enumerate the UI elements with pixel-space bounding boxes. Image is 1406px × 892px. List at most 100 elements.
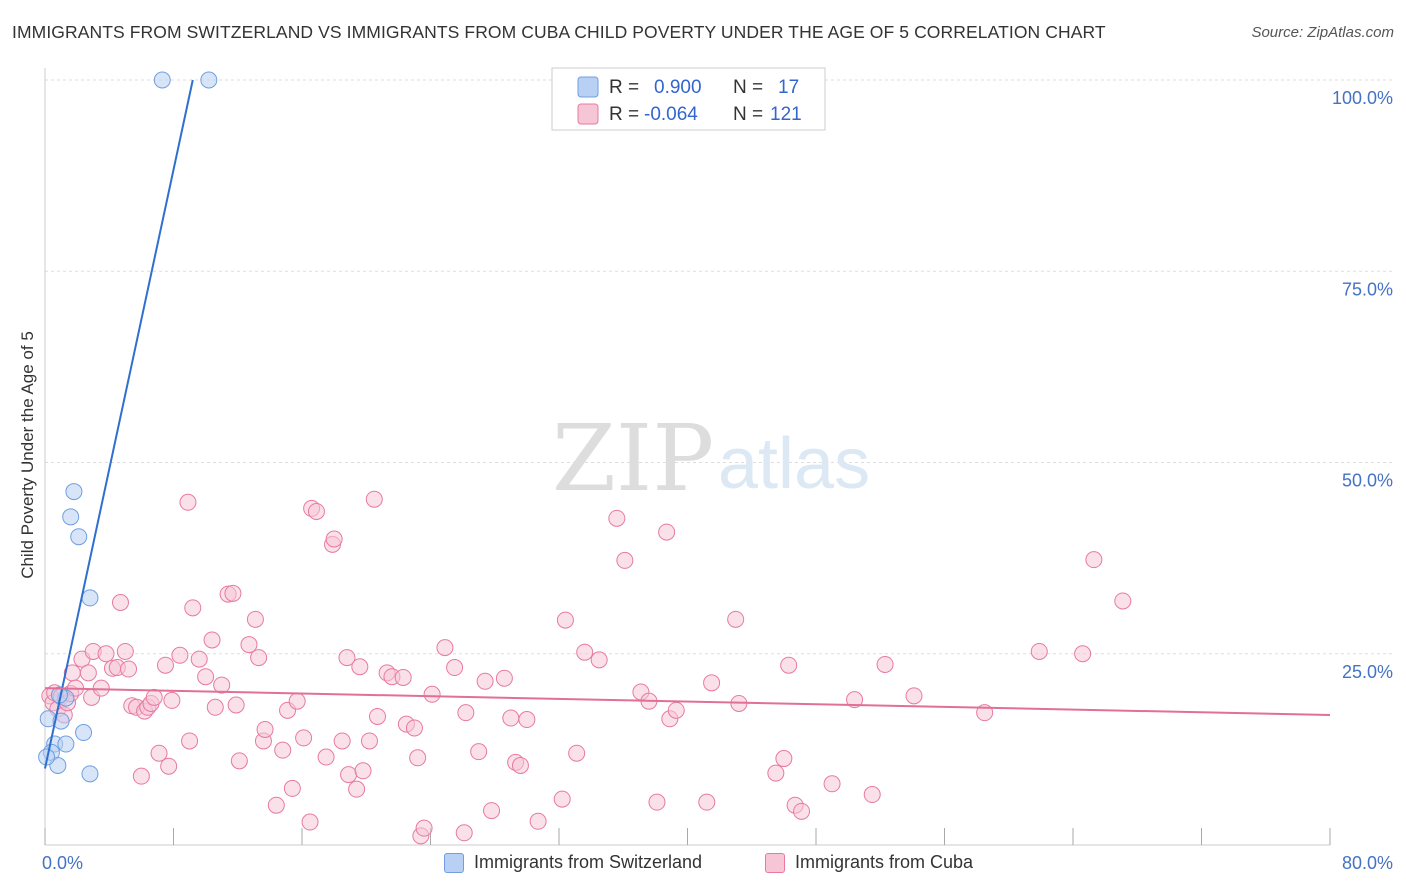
switzerland-point-12[interactable] <box>57 735 75 753</box>
cuba-point-44[interactable] <box>230 752 248 770</box>
cuba-point-107[interactable] <box>703 674 721 692</box>
cuba-point-15[interactable] <box>97 645 115 663</box>
cuba-point-110[interactable] <box>767 764 785 782</box>
cuba-point-105[interactable] <box>667 701 685 719</box>
cuba-point-61[interactable] <box>325 530 343 548</box>
cuba-point-119[interactable] <box>905 687 923 705</box>
cuba-point-117[interactable] <box>863 786 881 804</box>
legend-item-cuba[interactable]: Immigrants from Cuba <box>765 852 973 873</box>
cuba-point-115[interactable] <box>823 775 841 793</box>
cuba-point-38[interactable] <box>203 631 221 649</box>
switzerland-point-10[interactable] <box>75 724 93 742</box>
cuba-point-51[interactable] <box>274 741 292 759</box>
cuba-point-20[interactable] <box>120 660 138 678</box>
cuba-point-92[interactable] <box>529 812 547 830</box>
cuba-point-116[interactable] <box>846 691 864 709</box>
cuba-point-102[interactable] <box>648 793 666 811</box>
cuba-point-73[interactable] <box>394 668 412 686</box>
cuba-point-46[interactable] <box>246 610 264 628</box>
cuba-point-91[interactable] <box>518 711 536 729</box>
cuba-point-67[interactable] <box>354 762 372 780</box>
cuba-point-80[interactable] <box>436 639 454 657</box>
switzerland-point-1[interactable] <box>200 71 218 89</box>
cuba-point-54[interactable] <box>288 692 306 710</box>
cuba-point-59[interactable] <box>317 748 335 766</box>
cuba-point-40[interactable] <box>213 676 231 694</box>
cuba-point-86[interactable] <box>483 802 501 820</box>
legend-item-switzerland[interactable]: Immigrants from Switzerland <box>444 852 702 873</box>
cuba-point-55[interactable] <box>295 729 313 747</box>
cuba-point-64[interactable] <box>340 766 358 784</box>
cuba-point-70[interactable] <box>368 707 386 725</box>
switzerland-point-15[interactable] <box>81 765 99 783</box>
cuba-point-18[interactable] <box>111 593 129 611</box>
cuba-point-31[interactable] <box>163 691 181 709</box>
cuba-point-43[interactable] <box>227 696 245 714</box>
cuba-point-56[interactable] <box>301 813 319 831</box>
cuba-point-109[interactable] <box>727 610 745 628</box>
switzerland-point-0[interactable] <box>153 71 171 89</box>
switzerland-point-5[interactable] <box>81 589 99 607</box>
cuba-point-97[interactable] <box>590 651 608 669</box>
cuba-point-33[interactable] <box>179 493 197 511</box>
cuba-point-62[interactable] <box>333 732 351 750</box>
cuba-point-50[interactable] <box>267 796 285 814</box>
cuba-point-96[interactable] <box>576 643 594 661</box>
cuba-point-66[interactable] <box>351 658 369 676</box>
cuba-point-58[interactable] <box>307 502 325 520</box>
cuba-point-79[interactable] <box>423 685 441 703</box>
cuba-point-28[interactable] <box>150 744 168 762</box>
cuba-point-124[interactable] <box>1114 592 1132 610</box>
cuba-point-94[interactable] <box>556 611 574 629</box>
cuba-point-90[interactable] <box>511 756 529 774</box>
cuba-point-85[interactable] <box>476 672 494 690</box>
cuba-point-49[interactable] <box>256 720 274 738</box>
cuba-point-19[interactable] <box>116 642 134 660</box>
cuba-point-118[interactable] <box>876 655 894 673</box>
cuba-point-30[interactable] <box>160 757 178 775</box>
cuba-point-63[interactable] <box>338 649 356 667</box>
switzerland-point-2[interactable] <box>65 483 83 501</box>
switzerland-point-4[interactable] <box>70 528 88 546</box>
cuba-point-53[interactable] <box>283 779 301 797</box>
cuba-point-42[interactable] <box>224 584 242 602</box>
cuba-point-103[interactable] <box>658 523 676 541</box>
cuba-point-75[interactable] <box>405 719 423 737</box>
cuba-point-88[interactable] <box>502 709 520 727</box>
cuba-point-76[interactable] <box>409 749 427 767</box>
cuba-point-34[interactable] <box>181 732 199 750</box>
cuba-point-121[interactable] <box>1030 642 1048 660</box>
cuba-point-32[interactable] <box>171 646 189 664</box>
cuba-point-36[interactable] <box>190 650 208 668</box>
cuba-point-27[interactable] <box>145 688 163 706</box>
cuba-point-37[interactable] <box>197 668 215 686</box>
cuba-point-11[interactable] <box>79 664 97 682</box>
cuba-point-39[interactable] <box>206 698 224 716</box>
cuba-point-45[interactable] <box>240 636 258 654</box>
cuba-point-98[interactable] <box>608 509 626 527</box>
switzerland-point-3[interactable] <box>62 508 80 526</box>
cuba-point-84[interactable] <box>470 743 488 761</box>
cuba-point-23[interactable] <box>132 767 150 785</box>
cuba-point-106[interactable] <box>698 793 716 811</box>
cuba-point-114[interactable] <box>793 802 811 820</box>
cuba-point-99[interactable] <box>616 551 634 569</box>
cuba-point-47[interactable] <box>250 649 268 667</box>
cuba-point-29[interactable] <box>156 656 174 674</box>
cuba-point-123[interactable] <box>1085 551 1103 569</box>
cuba-point-68[interactable] <box>360 732 378 750</box>
cuba-point-112[interactable] <box>780 656 798 674</box>
cuba-point-93[interactable] <box>553 790 571 808</box>
cuba-point-65[interactable] <box>348 780 366 798</box>
cuba-point-35[interactable] <box>184 599 202 617</box>
switzerland-point-9[interactable] <box>52 712 70 730</box>
cuba-point-122[interactable] <box>1074 645 1092 663</box>
cuba-point-87[interactable] <box>495 669 513 687</box>
cuba-point-83[interactable] <box>457 704 475 722</box>
cuba-point-78[interactable] <box>415 819 433 837</box>
cuba-point-95[interactable] <box>568 744 586 762</box>
cuba-point-82[interactable] <box>455 824 473 842</box>
cuba-point-69[interactable] <box>365 490 383 508</box>
cuba-point-14[interactable] <box>92 679 110 697</box>
cuba-point-81[interactable] <box>446 659 464 677</box>
